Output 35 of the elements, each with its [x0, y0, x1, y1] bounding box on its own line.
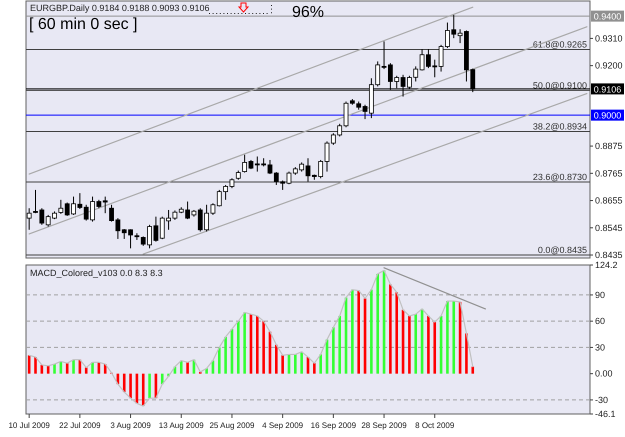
ref-line-label: 38.2@0.8934 — [532, 121, 587, 132]
y-tick-label: 90 — [595, 290, 606, 300]
y-tick-label: 60 — [595, 316, 606, 326]
x-tick-label: 22 Jul 2009 — [59, 421, 102, 430]
x-tick-label: 16 Sep 2009 — [310, 421, 357, 430]
y-tick-label: 0.9310 — [595, 33, 623, 44]
y-tick-label: 0.8435 — [595, 250, 623, 260]
chart-title: MACD_Colored_v103 0.0 8.3 8.3 — [30, 268, 163, 278]
y-tick-label: 0.8545 — [595, 222, 623, 233]
y-tick-label: 0.8875 — [595, 141, 623, 152]
y-tick-label: 30 — [595, 342, 606, 352]
ref-line-label: 0.9400 — [594, 12, 622, 22]
x-tick-label: 10 Jul 2009 — [8, 421, 50, 430]
ref-line-label: 50.0@0.9100 — [532, 80, 587, 90]
y-tick-label: 0.00 — [595, 368, 613, 379]
x-tick-label: 28 Sep 2009 — [361, 421, 408, 430]
x-tick-label: 13 Aug 2009 — [158, 421, 204, 430]
annotation: 96% — [292, 4, 324, 21]
y-tick-label: -30 — [595, 394, 608, 405]
x-tick-label: 4 Sep 2009 — [262, 421, 304, 430]
y-tick-label: 0.8655 — [595, 196, 623, 206]
y-tick-label: 124.2 — [595, 260, 618, 270]
x-tick-label: 3 Aug 2009 — [110, 421, 152, 430]
x-tick-label: 25 Aug 2009 — [209, 421, 255, 430]
chart-title: EURGBP.Daily 0.9184 0.9188 0.9093 0.9106 — [30, 3, 210, 13]
ref-line-label: 23.6@0.8730 — [532, 172, 587, 182]
x-tick-label: 8 Oct 2009 — [415, 421, 455, 430]
annotation: [ 60 min 0 sec ] — [29, 16, 138, 33]
ref-line-label: 0.9000 — [594, 110, 622, 121]
y-tick-label: 0.8765 — [595, 168, 623, 178]
y-tick-label: -46.1 — [595, 409, 616, 419]
ref-line-label: 61.8@0.9265 — [532, 40, 587, 50]
ref-line-label: 0.9106 — [594, 84, 622, 94]
ref-line-label: 0.0@0.8435 — [538, 245, 587, 256]
y-tick-label: 0.9200 — [595, 60, 623, 71]
